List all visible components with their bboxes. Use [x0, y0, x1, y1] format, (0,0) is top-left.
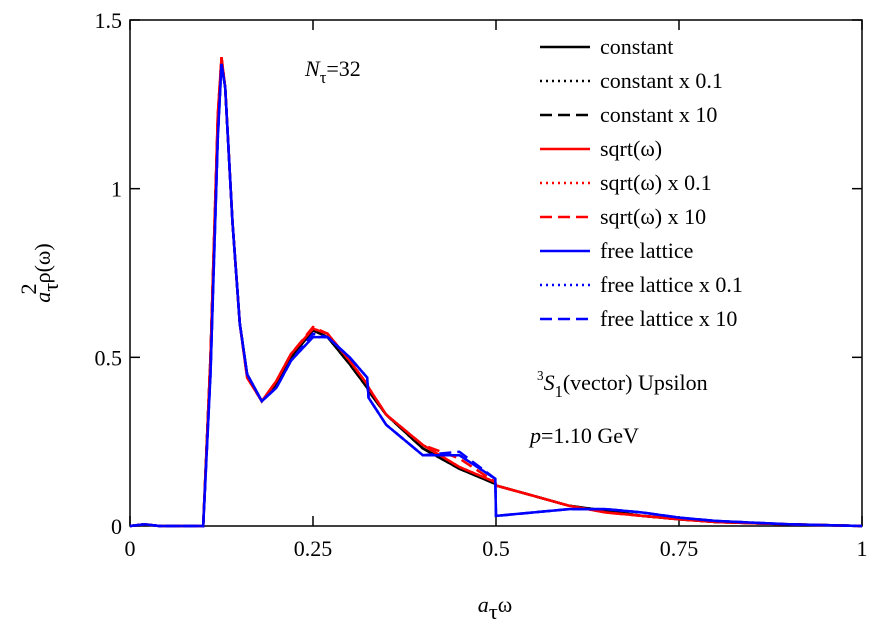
x-axis-label-rest: ω	[498, 592, 512, 617]
plot-frame	[129, 19, 863, 527]
x-tick-label: 0.75	[660, 536, 699, 561]
y-axis-label-sup: 2	[16, 283, 41, 294]
annotation-base: S	[544, 370, 555, 395]
legend-label: free lattice	[600, 238, 693, 263]
annotation-sup: 3	[537, 368, 544, 383]
legend-label: constant x 0.1	[600, 68, 723, 93]
annotation: p=1.10 GeV	[528, 423, 639, 448]
annotation-rest: =1.10 GeV	[541, 423, 639, 448]
data-line	[129, 60, 863, 528]
y-tick-label: 1	[111, 177, 122, 202]
annotation-rest: =32	[326, 56, 360, 81]
data-line	[129, 63, 863, 528]
y-axis-label: aτ2ρ(ω)	[16, 243, 63, 302]
annotation: Nτ=32	[304, 56, 361, 87]
data-line	[129, 63, 863, 528]
x-axis-label: aτω	[478, 592, 513, 624]
y-tick-label: 0.5	[95, 345, 123, 370]
x-tick-label: 1	[857, 536, 868, 561]
data-line	[129, 56, 863, 528]
annotation: 3S1(vector) Upsilon	[537, 368, 708, 401]
data-line	[129, 60, 863, 528]
data-line	[129, 60, 863, 528]
y-axis-label-base: a	[30, 292, 55, 303]
x-axis-label-sub: τ	[489, 599, 498, 624]
x-tick-label: 0.5	[482, 536, 510, 561]
legend-label: sqrt(ω) x 10	[600, 204, 706, 229]
y-axis-label-rest: ρ(ω)	[30, 243, 55, 283]
x-axis-label-base: a	[478, 592, 489, 617]
legend-label: sqrt(ω)	[600, 136, 662, 161]
legend-label: constant	[600, 34, 673, 59]
x-tick-label: 0	[125, 536, 136, 561]
x-tick-label: 0.25	[294, 536, 333, 561]
data-line	[129, 56, 863, 528]
data-line	[129, 63, 863, 528]
annotation-base: p	[528, 423, 541, 448]
legend-label: constant x 10	[600, 102, 717, 127]
legend-label: sqrt(ω) x 0.1	[600, 170, 712, 195]
legend-label: free lattice x 10	[600, 306, 737, 331]
legend-label: free lattice x 0.1	[600, 272, 743, 297]
y-tick-label: 0	[111, 514, 122, 539]
annotation-sub: 1	[555, 382, 563, 401]
y-axis-label-sub: τ	[38, 283, 63, 292]
data-line	[129, 56, 863, 528]
y-tick-label: 1.5	[95, 8, 123, 33]
annotation-rest: (vector) Upsilon	[563, 370, 708, 395]
annotation-base: N	[304, 56, 321, 81]
annotation-sub: τ	[320, 68, 327, 87]
